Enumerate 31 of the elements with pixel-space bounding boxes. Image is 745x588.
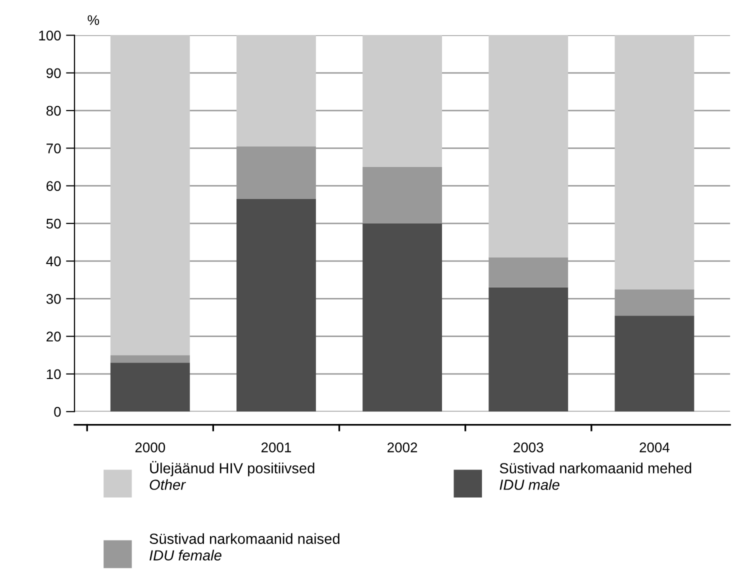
bar — [110, 355, 190, 363]
bar — [488, 287, 568, 412]
y-tick-label: 90 — [46, 68, 61, 78]
y-tick-label: 0 — [54, 406, 61, 417]
x-tick-label: 2003 — [514, 442, 544, 452]
y-tick-label: 60 — [46, 181, 61, 191]
x-tick-label: 2004 — [640, 442, 670, 452]
legend-label: Süstivad narkomaanid mehed IDU male — [500, 462, 692, 490]
bar — [236, 35, 316, 146]
y-tick-label: 30 — [46, 294, 61, 304]
bar — [614, 35, 694, 290]
legend-label: Süstivad narkomaanid naised IDU female — [150, 533, 340, 560]
y-axis-title: % — [88, 15, 100, 25]
x-tick-label: 2002 — [388, 442, 418, 452]
legend-label: Ülejäänud HIV positiivsed Other — [150, 461, 314, 490]
y-tick-label: 40 — [46, 256, 61, 266]
bar — [488, 35, 568, 258]
bar — [362, 35, 442, 167]
y-tick-label: 50 — [46, 218, 61, 229]
bar — [110, 35, 190, 356]
y-tick-label: 80 — [46, 106, 61, 116]
y-tick-label: 70 — [46, 144, 61, 154]
y-tick-label: 10 — [46, 369, 61, 380]
bar — [110, 362, 190, 412]
y-tick-label: 20 — [46, 332, 61, 342]
x-tick-label: 2000 — [135, 442, 166, 452]
x-tick-label: 2001 — [261, 442, 291, 452]
bar — [236, 198, 316, 412]
bar — [614, 316, 694, 412]
y-tick-label: 100 — [39, 30, 61, 40]
bar — [362, 223, 442, 412]
